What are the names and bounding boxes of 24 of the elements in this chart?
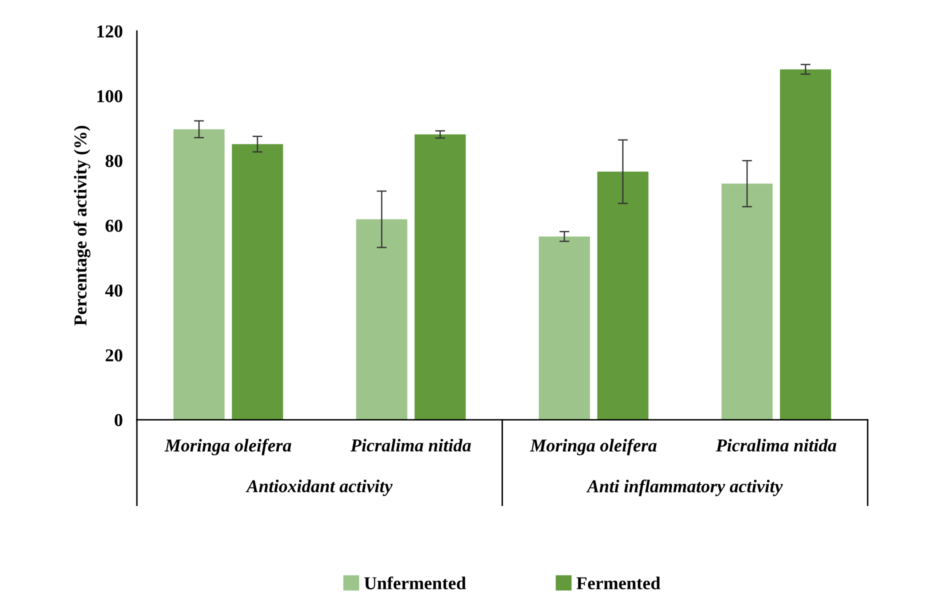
x-tick-label: Moringa oleifera (164, 438, 292, 456)
x-tick-label: Picralima nitida (350, 438, 471, 452)
y-tick-label: 20 (106, 349, 122, 362)
y-axis-title: Percentage of activity (%) (74, 126, 90, 326)
y-tick-label: 120 (97, 25, 122, 38)
bar (780, 69, 832, 420)
x-tick-label: Moringa oleifera (530, 438, 657, 456)
x-tick-label: Picralima nitida (716, 438, 836, 452)
y-tick-label: 40 (105, 284, 122, 297)
bar (538, 236, 590, 420)
y-tick-label: 80 (106, 154, 122, 168)
bar (722, 184, 773, 420)
y-tick-label: 100 (97, 90, 122, 102)
y-tick-label: 60 (106, 220, 122, 232)
bar (597, 172, 648, 420)
bar (356, 219, 408, 420)
text: Anti inflammatory activity (586, 480, 783, 496)
legend-label: Fermented (576, 576, 660, 590)
bar (232, 144, 284, 420)
y-tick-label: 0 (114, 414, 122, 426)
bar (173, 129, 225, 420)
text: Antioxidant activity (246, 480, 393, 496)
bar (414, 134, 466, 420)
legend-label: Unfermented (364, 576, 466, 590)
